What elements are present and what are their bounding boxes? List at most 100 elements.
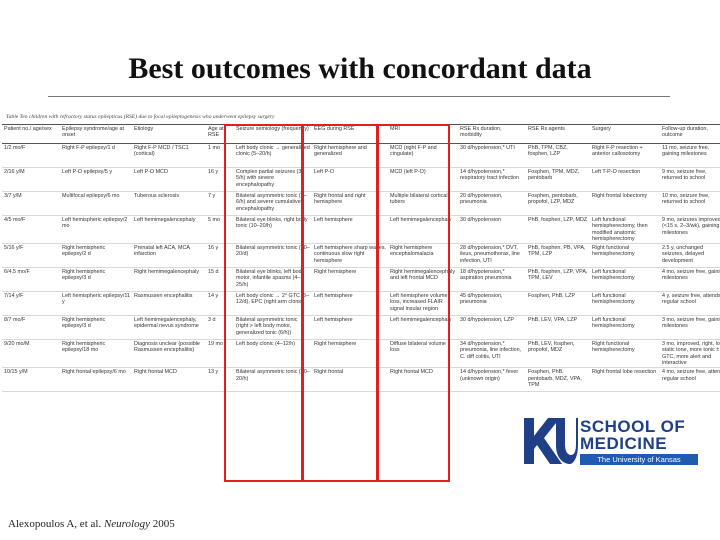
table-cell: 10 mo, seizure free, returned to school <box>660 191 720 216</box>
table-cell: Left hemispheric epilepsy/11 y <box>60 291 132 317</box>
table-cell: 14 d/hypotension,* respiratory tract inf… <box>458 167 526 192</box>
table-cell: Tuberous sclerosis <box>132 191 206 216</box>
table-cell: 2.5 y, unchanged seizures, delayed devel… <box>660 243 720 269</box>
table-cell: Diffuse bilateral volume loss <box>388 339 458 369</box>
table-cell: 7 y <box>206 191 234 216</box>
table-cell: Right frontal lobectomy <box>590 191 660 216</box>
table-cell: Left functional hemispherectomy <box>590 291 660 317</box>
table-row: 3/7 y/M Multifocal epilepsy/6 mo Tuberous … <box>2 191 720 216</box>
table-cell: 30 d/hypotension,* UTI <box>458 143 526 168</box>
table-cell: 3 mo, seizure free, gaining milestones <box>660 315 720 341</box>
table-cell: Fosphen, PhB, LZP <box>526 291 590 317</box>
table-cell: 5/16 y/F <box>2 243 60 269</box>
table-cell: Right hemimegalencephaly and left fronta… <box>388 267 458 293</box>
table-cell: Right frontal lobe resection <box>590 367 660 393</box>
table-cell: Left body clonic → generalized clonic (5… <box>234 143 312 168</box>
citation-journal: Neurology <box>103 518 150 530</box>
table-cell: Right F-P MCD / TSC1 (cortical) <box>132 143 206 168</box>
column-header: MRI <box>388 124 458 144</box>
table-cell: PhB, TPM, CBZ, fosphen, LZP <box>526 143 590 168</box>
table-cell: Bilateral asymmetric tonic (right > left… <box>234 315 312 341</box>
table-cell: PhB, fosphen, PB, VPA, TPM, LZP <box>526 243 590 269</box>
table-row: 4/5 mo/F Left hemispheric epilepsy/2 mo Le… <box>2 215 720 245</box>
table-cell: MCD (right F-P and cingulate) <box>388 143 458 168</box>
table-cell: 9/20 mo/M <box>2 339 60 369</box>
table-cell: 16 y <box>206 243 234 269</box>
table-cell: Left T-P-O resection <box>590 167 660 192</box>
citation: Alexopoulos A, et al. Neurology 2005 <box>8 518 175 530</box>
table-cell: Multiple bilateral cortical tubers <box>388 191 458 216</box>
table-cell: Left functional hemispherectomy <box>590 315 660 341</box>
table-cell: Left hemisphere volume loss, increased F… <box>388 291 458 317</box>
table-cell: 3 d <box>206 315 234 341</box>
table-cell: Rasmussen encephalitis <box>132 291 206 317</box>
table-cell: Left hemisphere <box>312 315 388 341</box>
table-cell: Right hemispheric epilepsy/18 mo <box>60 339 132 369</box>
table-cell: 30 d/hypotension <box>458 215 526 245</box>
table-cell: Left P-O MCD <box>132 167 206 192</box>
citation-authors: Alexopoulos A, et al. <box>8 518 102 530</box>
table-cell: PhB, fosphen, LZP, VPA, TPM, LEV <box>526 267 590 293</box>
column-header: Patient no./ age/sex <box>2 124 60 144</box>
table-cell: 4 mo, seizure free, attends regular scho… <box>660 367 720 393</box>
table-cell: Right functional hemispherectomy <box>590 243 660 269</box>
table-cell: Left functional hemispherectomy <box>590 267 660 293</box>
table-cell: 3/7 y/M <box>2 191 60 216</box>
table-cell: 6/4.5 mo/F <box>2 267 60 293</box>
table-row: 10/15 y/M Right frontal epilepsy/6 mo Righ… <box>2 367 720 393</box>
table-row: 1/2 mo/F Right F-P epilepsy/1 d Right F-P … <box>2 143 720 168</box>
column-header: Etiology <box>132 124 206 144</box>
table-cell: 19 mo <box>206 339 234 369</box>
table-cell: Right hemimegalencephaly <box>132 267 206 293</box>
table-cell: Left body clonic (4–12/h) <box>234 339 312 369</box>
table-row: 8/7 mo/F Right hemispheric epilepsy/3 d Le… <box>2 315 720 341</box>
table-cell: 7/14 y/F <box>2 291 60 317</box>
table-cell: Left hemimegalencephaly <box>388 215 458 245</box>
column-header: Surgery <box>590 124 660 144</box>
table-cell: 45 d/hypotension, pneumonia <box>458 291 526 317</box>
title-rule <box>48 96 670 97</box>
column-header: Seizure semiology (frequency) <box>234 124 312 144</box>
table-cell: 9 mo, seizure free, returned to school <box>660 167 720 192</box>
table-cell: Right F-P epilepsy/1 d <box>60 143 132 168</box>
table-cell: Left hemimegalencephaly <box>132 215 206 245</box>
table-cell: 14 y <box>206 291 234 317</box>
table-cell: Prenatal left ACA, MCA infarction <box>132 243 206 269</box>
logo-line-school: SCHOOL OF <box>580 417 686 436</box>
table-row: 7/14 y/F Left hemispheric epilepsy/11 y Ra… <box>2 291 720 317</box>
table-row: 9/20 mo/M Right hemispheric epilepsy/18 m… <box>2 339 720 369</box>
table-cell: 20 d/hypotension, pneumonia <box>458 191 526 216</box>
table-cell: PhB, LEV, fosphen, propofol, MDZ <box>526 339 590 369</box>
table-cell: 10/15 y/M <box>2 367 60 393</box>
table-cell: Fosphen, pentobarb, propofol, LZP, MDZ <box>526 191 590 216</box>
table-cell: 1/2 mo/F <box>2 143 60 168</box>
table-cell: Diagnosis unclear (possible Rasmussen en… <box>132 339 206 369</box>
table-cell: 9 mo, seizures improved (<15 s, 2–3/wk),… <box>660 215 720 245</box>
table-cell: Left body clonic → 2° GTC (5–12/d), EPC … <box>234 291 312 317</box>
table-row: 6/4.5 mo/F Right hemispheric epilepsy/3 d… <box>2 267 720 293</box>
table-cell: 16 y <box>206 167 234 192</box>
table-cell: Fosphen, TPM, MDZ, pentobarb <box>526 167 590 192</box>
table-cell: Left functional hemispherectomy, then mo… <box>590 215 660 245</box>
table-row: 5/16 y/F Right hemispheric epilepsy/2 d Pr… <box>2 243 720 269</box>
table-cell: Right hemisphere <box>312 339 388 369</box>
table-cell: 13 y <box>206 367 234 393</box>
column-header: Follow-up duration, outcome <box>660 124 720 144</box>
table-cell: Right hemispheric epilepsy/2 d <box>60 243 132 269</box>
table-cell: Bilateral eye blinks, left body motor, i… <box>234 267 312 293</box>
table-caption: Table Ten children with refractory statu… <box>6 114 275 120</box>
table-cell: Right hemispheric epilepsy/3 d <box>60 267 132 293</box>
table-cell: Right hemispheric epilepsy/3 d <box>60 315 132 341</box>
table-row: 2/16 y/M Left P-O epilepsy/5 y Left P-O MC… <box>2 167 720 192</box>
table-cell: 4 y, seizure free, attends regular schoo… <box>660 291 720 317</box>
column-header: Age at RSE <box>206 124 234 144</box>
logo-line-medicine: MEDICINE <box>580 434 668 453</box>
table-cell: Right F-P resection + anterior callosoto… <box>590 143 660 168</box>
table-cell: 4 mo, seizure free, gaining milestones <box>660 267 720 293</box>
table-cell: 34 d/hypotension,* pneumonia, line infec… <box>458 339 526 369</box>
table-cell: Left P-O epilepsy/5 y <box>60 167 132 192</box>
table-cell: Left P-O <box>312 167 388 192</box>
table-cell: Right functional hemispherectomy <box>590 339 660 369</box>
column-header: RSE Rx agents <box>526 124 590 144</box>
study-table: Patient no./ age/sex Epilepsy syndrome/ag… <box>2 124 720 393</box>
